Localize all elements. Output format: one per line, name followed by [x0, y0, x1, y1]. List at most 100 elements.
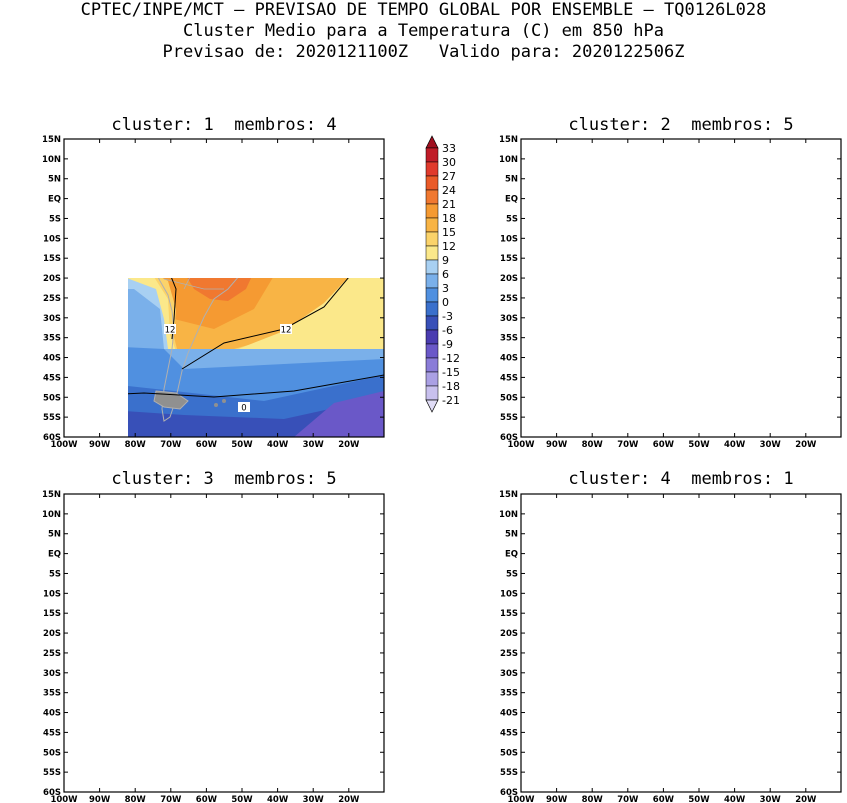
lon-tick-label: 80W — [125, 795, 147, 803]
map-panel-3: cluster: 3 membros: 512120015N10N5NEQ5S1… — [42, 469, 385, 803]
colorbar-swatch — [425, 357, 439, 373]
lat-tick-label: 20S — [500, 274, 518, 284]
colorbar-label: -12 — [442, 352, 460, 365]
colorbar-label: 6 — [442, 268, 449, 281]
lat-tick-label: 15N — [499, 490, 518, 500]
colorbar-label: 9 — [442, 254, 449, 267]
lat-tick-label: 55S — [500, 413, 518, 423]
lat-tick-label: 5N — [48, 175, 61, 185]
lat-tick-label: 5N — [505, 530, 518, 540]
contour-label: 12 — [165, 326, 176, 336]
colorbar-label: -18 — [442, 380, 460, 393]
panel-title: cluster: 3 membros: 5 — [111, 469, 336, 489]
contour-label: 0 — [241, 404, 246, 414]
lat-tick-label: 10N — [499, 510, 518, 520]
map-panel-1: cluster: 1 membros: 412120015N10N5NEQ5S1… — [42, 115, 385, 450]
temperature-field: 12 12 0 0 — [64, 494, 384, 792]
contour-label: 12 — [622, 679, 633, 689]
map-frame — [520, 493, 842, 793]
lon-tick-label: 100W — [507, 440, 535, 450]
colorbar-label: 27 — [442, 170, 456, 183]
lat-tick-label: 60S — [43, 433, 61, 443]
colorbar-label: -6 — [442, 324, 453, 337]
lat-tick-label: 50S — [500, 748, 518, 758]
lat-tick-label: 5N — [505, 175, 518, 185]
contour-line — [541, 494, 671, 738]
lon-tick-label: 90W — [89, 440, 111, 450]
lat-tick-label: 50S — [43, 748, 61, 758]
contour-line — [637, 259, 821, 339]
lon-tick-label: 60W — [653, 795, 675, 803]
lat-tick-label: EQ — [505, 195, 518, 205]
colorbar-label: 3 — [442, 282, 449, 295]
map-panel-2: cluster: 2 membros: 5 12 12 0 15N 10N 5N EQ 5S 10… — [499, 115, 842, 450]
colorbar-label: -9 — [442, 338, 453, 351]
contour-label: 12 — [281, 326, 292, 336]
lat-tick-label: 40S — [43, 709, 61, 719]
lat-tick-label: 5S — [49, 569, 61, 579]
lon-tick-label: 30W — [760, 795, 782, 803]
lat-tick-label: 45S — [43, 373, 61, 383]
lat-tick-label: 30S — [43, 669, 61, 679]
colorbar-label: 24 — [442, 184, 456, 197]
lat-tick-label: 35S — [500, 334, 518, 344]
contour-line — [64, 730, 384, 750]
panel-title: cluster: 4 membros: 1 — [568, 469, 793, 489]
lat-tick-label: 50S — [500, 393, 518, 403]
colorbar-swatch — [425, 301, 439, 317]
lon-tick-label: 100W — [507, 795, 535, 803]
contour-label: 12 — [626, 294, 637, 304]
lat-tick-label: 60S — [500, 433, 518, 443]
lat-tick-label: 10S — [43, 234, 61, 244]
temperature-field: 12 12 12 0 0 — [521, 494, 841, 792]
lat-tick-label: 55S — [43, 413, 61, 423]
lat-tick-label: 15S — [43, 609, 61, 619]
temperature-field: 12 12 0 — [521, 139, 841, 437]
lon-tick-label: 20W — [795, 795, 817, 803]
lon-tick-label: 50W — [688, 795, 710, 803]
lat-tick-label: 35S — [43, 689, 61, 699]
lat-tick-label: 30S — [500, 314, 518, 324]
colorbar-label: 15 — [442, 226, 456, 239]
lat-tick-label: 25S — [43, 649, 61, 659]
lat-tick-label: 5S — [506, 569, 518, 579]
colorbar-label: 18 — [442, 212, 456, 225]
contour-line — [521, 720, 841, 774]
colorbar-swatch — [425, 259, 439, 275]
map-frame — [63, 138, 385, 438]
lon-tick-label: 70W — [160, 440, 182, 450]
contour-label: 0 — [736, 707, 741, 717]
lon-tick-label: 40W — [724, 440, 746, 450]
lon-tick-label: 70W — [617, 440, 639, 450]
contour-label: 12 — [652, 737, 663, 747]
lon-tick-label: 80W — [582, 795, 604, 803]
lat-tick-label: 5S — [506, 214, 518, 224]
lat-tick-label: 20S — [43, 629, 61, 639]
lat-tick-label: 15N — [42, 135, 61, 145]
contour-label: 0 — [658, 412, 663, 422]
lat-tick-label: 20S — [500, 629, 518, 639]
colorbar-swatch — [425, 147, 439, 163]
lat-tick-label: 50S — [43, 393, 61, 403]
lon-tick-label: 30W — [760, 440, 782, 450]
colorbar-swatch — [425, 203, 439, 219]
lat-tick-label: 55S — [43, 768, 61, 778]
lon-tick-label: 80W — [125, 440, 147, 450]
colorbar-arrow-top — [425, 135, 439, 149]
lat-tick-label: 15S — [500, 254, 518, 264]
contour-line — [180, 612, 354, 702]
lat-tick-label: EQ — [48, 195, 61, 205]
colorbar-swatch — [425, 273, 439, 289]
colorbar-swatch — [425, 287, 439, 303]
contour-label: 0 — [109, 745, 114, 755]
colorbar-arrow-bottom — [425, 399, 439, 413]
lat-tick-label: 15S — [43, 254, 61, 264]
map-frame — [63, 493, 385, 793]
lat-tick-label: 40S — [500, 709, 518, 719]
colorbar-swatch — [425, 315, 439, 331]
contour-label: 12 — [295, 691, 306, 701]
lon-tick-label: 40W — [267, 440, 289, 450]
colorbar-swatch — [425, 175, 439, 191]
